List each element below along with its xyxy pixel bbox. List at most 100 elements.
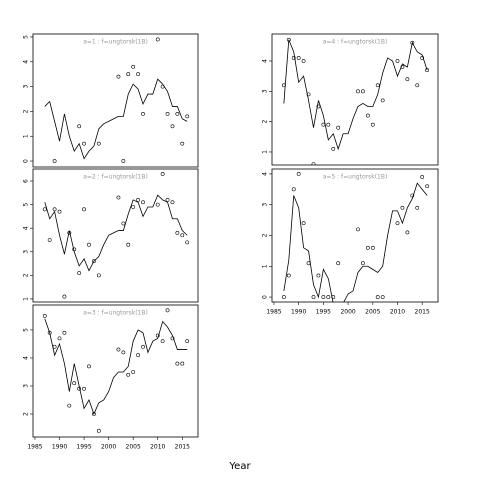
observed-point [311,162,316,165]
observed-point [180,233,185,238]
observed-point [175,361,180,366]
observed-point [116,74,121,79]
observed-point [356,227,360,232]
observed-point [96,141,101,146]
y-tick-label: 3 [262,203,269,207]
fitted-line [44,194,188,272]
observed-point [116,195,121,200]
observed-point [57,336,62,341]
observed-point [361,89,365,94]
observed-point [175,111,180,116]
observed-point [155,333,160,338]
observed-point [180,141,185,146]
y-tick-label: 5 [23,203,30,207]
x-axis-label: Year [228,461,251,472]
observed-point [375,295,380,299]
y-tick-label: 0 [262,295,269,299]
observed-point [47,238,52,242]
y-tick-label: 1 [23,297,30,301]
observed-point [410,40,415,45]
fitted-line [44,78,188,160]
observed-point [82,207,86,212]
observed-point [116,347,121,352]
observed-point [52,344,57,349]
y-tick-label: 4 [23,226,30,230]
x-tick-label: 2000 [340,309,355,316]
panel-title: a=4 : f=ungtorsk(1B) [323,39,388,46]
observed-point [420,175,425,179]
observed-point [170,336,175,341]
observed-point [301,59,306,63]
observed-point [365,245,370,250]
observed-point [331,295,336,299]
observed-point [336,125,341,130]
y-tick-label: 2 [23,273,30,277]
observed-point [380,295,385,299]
x-tick-label: 2005 [365,309,380,316]
observed-point [82,141,86,146]
observed-point [425,184,430,189]
observed-point [160,84,165,89]
y-tick-label: 6 [23,179,30,183]
panel-frame [32,33,199,168]
observed-point [91,412,96,416]
observed-point [185,240,190,245]
y-tick-label: 2 [23,109,30,113]
observed-point [185,114,190,119]
observed-point [281,83,286,88]
observed-point [96,428,101,433]
observed-point [425,68,430,72]
panel-title: a=5 : f=ungtorsk(1B) [323,174,388,181]
x-tick-label: 2005 [126,444,141,451]
observed-point [165,197,170,202]
y-tick-label: 3 [262,89,269,93]
observed-point [91,259,96,264]
observed-point [331,147,336,151]
observed-point [131,370,136,374]
observed-point [365,113,370,118]
observed-point [165,111,170,116]
observed-point [131,205,136,209]
observed-point [126,72,131,77]
y-tick-label: 1 [262,264,269,268]
observed-point [165,308,170,313]
observed-point [141,200,145,205]
observed-point [141,111,145,116]
observed-point [131,64,136,69]
observed-point [291,56,296,60]
observed-point [296,56,301,60]
observed-point [326,122,331,127]
x-tick-label: 2010 [390,309,405,316]
y-tick-label: 4 [262,172,269,176]
plot-area [44,37,190,163]
x-tick-label: 2015 [175,444,190,451]
observed-point [321,122,326,127]
y-tick-label: 2 [23,412,30,416]
observed-point [87,364,91,369]
observed-point [286,37,291,42]
observed-point [141,344,145,349]
fitted-line [283,182,428,302]
x-tick-label: 1985 [27,444,42,451]
y-tick-label: 4 [23,356,30,360]
x-tick-label: 1990 [52,444,67,451]
observed-point [160,172,165,176]
observed-point [180,361,185,366]
observed-point [96,273,101,278]
observed-point [77,271,82,275]
y-tick-label: 2 [262,120,269,124]
panel-title: a=2 : f=ungtorsk(1B) [83,174,148,181]
observed-point [281,295,286,299]
plot-area [281,37,430,165]
observed-point [121,159,126,163]
observed-point [326,295,331,299]
x-tick-label: 2000 [101,444,116,451]
y-tick-label: 5 [23,35,30,39]
observed-point [375,83,380,88]
observed-point [126,242,131,247]
observed-point [67,403,72,408]
observed-point [415,83,420,88]
panel-title: a=3 : f=ungtorsk(1B) [83,310,148,317]
observed-point [67,231,72,235]
observed-point [72,247,77,252]
